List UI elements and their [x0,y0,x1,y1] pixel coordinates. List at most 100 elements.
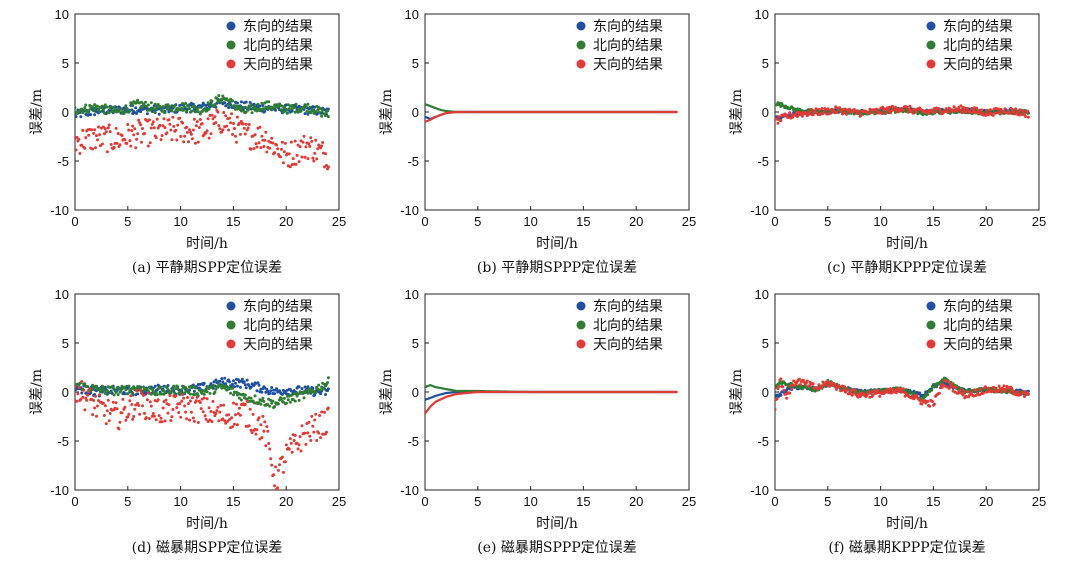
data-point [214,378,218,382]
data-point [776,121,780,125]
data-point [937,391,941,395]
data-point [258,125,262,129]
data-point [227,106,231,110]
data-point [163,419,167,423]
data-point [251,412,255,416]
data-point [289,393,293,397]
data-point [1019,108,1023,112]
data-point [95,414,98,418]
x-tick-label: 0 [421,494,428,509]
data-point [307,420,311,424]
data-point [871,393,875,397]
data-point [908,104,912,108]
y-tick-label: 0 [62,385,69,400]
data-point [198,118,202,121]
series-north [75,376,330,409]
data-point [255,145,259,149]
data-point [320,385,324,389]
data-point [239,119,243,123]
data-point [785,396,789,400]
data-point [1010,107,1014,111]
x-tick-label: 25 [332,494,346,509]
data-point [315,157,319,161]
data-point [138,412,142,416]
data-point [243,132,247,136]
data-point [137,403,141,407]
data-point [274,108,278,112]
data-point [145,398,149,402]
data-point [289,140,293,144]
data-point [210,420,214,424]
data-point [281,400,285,404]
data-point [190,396,194,400]
data-point [884,112,888,116]
data-point [270,136,274,140]
data-point [235,402,238,406]
data-point [209,410,213,413]
data-point [875,107,879,111]
series-line [425,103,678,114]
data-point [298,145,302,149]
panel-caption: (a) 平静期SPP定位误差 [132,260,282,276]
data-point [221,417,225,421]
data-point [775,117,779,121]
data-point [85,398,89,402]
data-point [183,105,187,109]
data-point [314,412,318,416]
data-point [135,389,139,393]
data-point [800,114,804,118]
data-point [175,138,179,142]
data-point [111,400,115,404]
y-tick-label: 5 [412,56,419,71]
data-point [126,392,130,396]
x-axis-label: 时间/h [186,236,228,252]
data-point [230,416,234,420]
y-tick-label: -10 [400,203,419,218]
data-point [159,138,163,142]
data-point [101,385,105,389]
data-point [196,140,200,144]
data-point [174,394,178,398]
data-point [904,388,908,392]
data-point [136,98,140,102]
data-point [262,399,266,403]
data-point [82,108,86,112]
data-point [223,101,227,105]
data-point [254,432,258,436]
data-point [195,107,199,111]
data-point [217,124,221,128]
data-point [238,413,242,417]
x-tick-label: 5 [124,494,131,509]
data-point [162,392,166,396]
data-point [157,414,161,418]
data-point [267,100,271,104]
data-point [305,389,309,393]
data-point [87,108,91,112]
data-point [193,386,197,390]
data-point [182,108,186,112]
data-point [309,439,313,442]
data-point [141,127,144,130]
data-point [199,407,203,411]
data-point [777,115,781,119]
data-point [187,140,190,144]
data-point [934,385,937,388]
data-point [239,398,243,402]
data-point [115,141,119,145]
data-point [149,392,153,396]
y-tick-label: 5 [62,56,69,71]
data-point [280,140,284,144]
data-point [280,392,284,396]
data-point [231,132,234,136]
data-point [117,386,121,390]
data-point [192,117,196,121]
data-point [269,457,273,461]
data-point [86,385,90,389]
data-point [239,109,243,113]
data-point [263,138,267,142]
legend-marker [926,40,936,50]
data-point [302,396,306,400]
data-point [234,413,237,417]
data-point [281,161,285,165]
data-point [129,144,133,148]
